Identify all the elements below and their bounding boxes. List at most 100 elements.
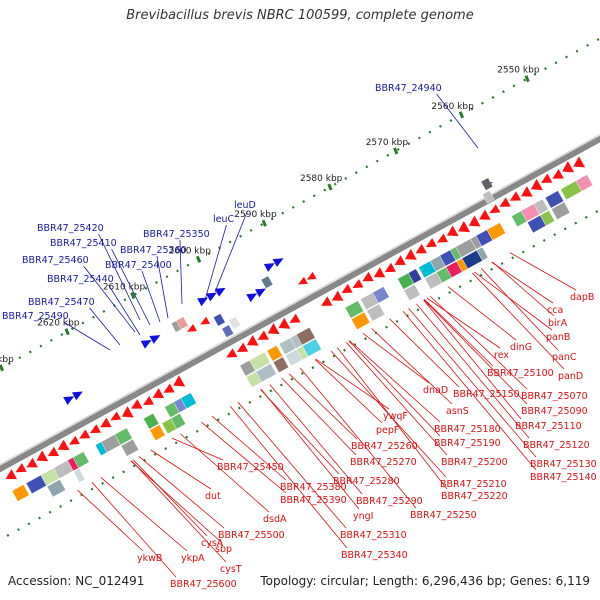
gene-label-reverse: panC: [552, 352, 577, 363]
tick-label: 2620 kbp: [37, 319, 80, 329]
reverse-gene-arrow: [509, 191, 522, 201]
feature-box: [505, 225, 527, 245]
reverse-gene-arrow: [57, 439, 70, 451]
reverse-gene-arrow: [110, 411, 122, 421]
reverse-gene-arrow: [415, 243, 427, 254]
gene-leader-reverse: [472, 272, 565, 370]
reverse-gene-arrow: [68, 435, 80, 445]
gene-label-reverse: panB: [546, 332, 570, 343]
outer-feature-box: [480, 177, 494, 191]
gene-label-forward: leuD: [234, 200, 256, 211]
gene-label-reverse: BBR47_25200: [441, 457, 508, 468]
feature-box: [403, 284, 421, 302]
gene-leader-reverse: [336, 347, 448, 490]
gene-label-reverse: BBR47_25220: [441, 491, 508, 502]
reverse-gene-arrow: [187, 324, 197, 332]
gene-label-reverse: BBR47_25190: [434, 438, 501, 449]
gene-label-reverse: ywqF: [383, 411, 408, 422]
reverse-gene-arrow: [15, 463, 27, 473]
gene-label-forward: leuC: [213, 214, 235, 225]
gene-label-reverse: dnaD: [423, 385, 448, 396]
reverse-gene-arrow: [405, 248, 417, 260]
reverse-gene-arrow: [530, 178, 543, 191]
gene-label-reverse: BBR47_25140: [530, 472, 597, 483]
gene-label-reverse: BBR47_25290: [356, 496, 423, 507]
gene-leader-reverse: [447, 286, 517, 341]
feature-box: [11, 484, 30, 502]
gene-leader-reverse: [509, 252, 577, 291]
feature-box: [120, 439, 139, 457]
feature-box: [186, 403, 203, 421]
major-tick: [64, 328, 70, 336]
major-tick: [393, 147, 399, 155]
gene-leader-forward: [179, 239, 183, 305]
gene-label-reverse: rex: [494, 350, 509, 361]
feature-box: [249, 351, 271, 372]
feature-box: [72, 451, 90, 469]
reverse-gene-arrow: [142, 396, 155, 406]
forward-gene-arrow: [197, 297, 209, 307]
tick-label: 2630 kbp: [0, 355, 14, 365]
feature-box: [533, 198, 549, 215]
gene-label-reverse: pepF: [376, 425, 399, 436]
topology-text: Topology: circular; Length: 6,296,436 bp…: [260, 574, 590, 588]
forward-gene-arrow: [214, 287, 226, 297]
gene-label-reverse: BBR47_25380: [280, 482, 347, 493]
reverse-gene-arrow: [446, 225, 459, 237]
feature-box: [46, 479, 66, 498]
gene-leader-reverse: [299, 367, 417, 509]
reverse-gene-arrow: [479, 209, 491, 220]
reverse-gene-arrow: [278, 317, 291, 329]
gene-label-forward: BBR47_25490: [2, 311, 69, 322]
map-title: Brevibacillus brevis NBRC 100599, comple…: [126, 8, 474, 23]
reverse-gene-arrow: [384, 262, 396, 273]
reverse-gene-arrow: [425, 237, 437, 248]
major-tick: [261, 219, 267, 227]
gene-label-reverse: ykwB: [137, 553, 162, 564]
reverse-gene-arrow: [552, 169, 564, 179]
accession-text: Accession: NC_012491: [8, 574, 145, 588]
gene-label-reverse: cysT: [220, 564, 242, 575]
gene-label-reverse: BBR47_25390: [280, 495, 347, 506]
gene-leader-forward: [98, 233, 141, 321]
gene-leader-reverse: [260, 389, 340, 475]
outer-feature-box: [176, 316, 189, 330]
gene-label-forward: BBR47_25350: [143, 229, 210, 240]
major-tick: [458, 111, 465, 119]
feature-box: [272, 356, 289, 373]
gene-label-reverse: dapB: [570, 292, 594, 303]
reverse-gene-arrow: [257, 330, 269, 340]
reverse-gene-arrow: [79, 429, 91, 439]
reverse-gene-arrow: [289, 313, 301, 323]
gene-leader-reverse: [314, 359, 383, 424]
gene-label-reverse: BBR47_25450: [217, 462, 284, 473]
gene-leader-forward: [214, 210, 248, 293]
gene-label-forward: BBR47_25420: [37, 223, 104, 234]
gene-leader-reverse: [229, 406, 348, 549]
reverse-gene-arrow: [163, 383, 175, 393]
gene-leader-reverse: [389, 318, 460, 388]
gene-leader-reverse: [371, 328, 453, 405]
gene-leader-reverse: [269, 384, 363, 495]
gene-label-forward: BBR47_24940: [375, 83, 442, 94]
gene-leader-reverse: [100, 477, 188, 552]
reverse-gene-arrow: [362, 271, 374, 282]
gene-leader-reverse: [491, 262, 554, 304]
reverse-gene-arrow: [236, 342, 249, 352]
gene-label-forward: BBR47_25360: [120, 245, 187, 256]
forward-gene-arrow: [63, 396, 75, 406]
feature-box: [149, 424, 166, 441]
reverse-gene-arrow: [373, 267, 386, 278]
gene-leader-reverse: [260, 389, 360, 510]
tick-label: 2600 kbp: [169, 246, 212, 256]
gene-label-reverse: BBR47_25340: [341, 550, 408, 561]
forward-gene-arrow: [205, 292, 217, 302]
gene-label-reverse: BBR47_25270: [350, 457, 417, 468]
tick-label: 2560 kbp: [431, 102, 474, 112]
outer-feature-box: [260, 275, 274, 289]
gene-label-reverse: ykpA: [181, 553, 205, 564]
forward-gene-arrow: [263, 263, 275, 272]
forward-gene-arrow: [140, 339, 152, 349]
gene-leader-forward: [83, 265, 136, 333]
feature-box: [575, 174, 594, 192]
